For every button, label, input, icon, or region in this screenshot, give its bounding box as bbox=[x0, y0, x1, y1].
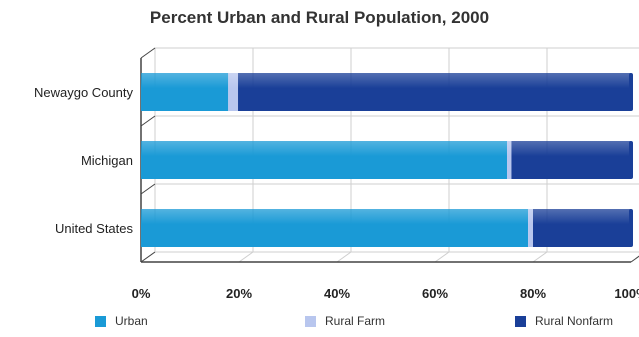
legend-swatch-rural-farm bbox=[305, 315, 316, 327]
category-label-michigan: Michigan bbox=[81, 153, 133, 168]
legend-item-rural-nonfarm: Rural Nonfarm bbox=[515, 314, 613, 328]
legend-item-rural-farm: Rural Farm bbox=[305, 314, 385, 328]
gridline-side bbox=[140, 183, 156, 195]
x-tick-label-2: 40% bbox=[324, 286, 350, 301]
x-tick-label-1: 20% bbox=[226, 286, 252, 301]
bar-urban-michigan bbox=[141, 141, 508, 179]
legend-label-rural-farm: Rural Farm bbox=[325, 314, 386, 328]
bar-rural-nonfarm-united-states bbox=[533, 209, 631, 247]
bar-cap-newaygo-county bbox=[629, 73, 633, 111]
category-labels: Newaygo County Michigan United States bbox=[34, 85, 133, 236]
chart-plot: Newaygo County Michigan United States 0% 20… bbox=[34, 47, 639, 301]
gridline-floor bbox=[336, 251, 352, 263]
legend: Urban Rural Farm Rural Nonfarm bbox=[0, 314, 639, 334]
x-axis-depth bbox=[630, 255, 639, 263]
bar-urban-united-states bbox=[141, 209, 529, 247]
category-label-united-states: United States bbox=[55, 221, 134, 236]
bar-urban-newaygo-county bbox=[141, 73, 229, 111]
bar-rural-nonfarm-michigan bbox=[511, 141, 631, 179]
gridline-side bbox=[140, 47, 156, 59]
bar-rural-farm-united-states bbox=[528, 209, 533, 247]
x-tick-label-4: 80% bbox=[520, 286, 546, 301]
gridline-side bbox=[140, 115, 156, 127]
gridline-side bbox=[140, 251, 156, 263]
bar-layer bbox=[141, 73, 633, 247]
x-tick-label-3: 60% bbox=[422, 286, 448, 301]
x-tick-label-0: 0% bbox=[132, 286, 151, 301]
legend-label-rural-nonfarm: Rural Nonfarm bbox=[535, 314, 614, 328]
x-tick-label-5: 100% bbox=[614, 286, 639, 301]
category-label-newaygo-county: Newaygo County bbox=[34, 85, 133, 100]
legend-label-urban: Urban bbox=[115, 314, 148, 328]
bar-rural-farm-michigan bbox=[507, 141, 512, 179]
gridline-floor bbox=[532, 251, 548, 263]
legend-swatch-rural-nonfarm bbox=[515, 315, 526, 327]
bar-cap-michigan bbox=[629, 141, 633, 179]
chart-title: Percent Urban and Rural Population, 2000 bbox=[149, 8, 490, 27]
gridline-floor bbox=[238, 251, 254, 263]
legend-item-urban: Urban bbox=[95, 314, 148, 328]
bar-rural-nonfarm-newaygo-county bbox=[238, 73, 631, 111]
tick-labels: 0% 20% 40% 60% 80% 100% bbox=[132, 286, 639, 301]
legend-swatch-urban bbox=[95, 315, 106, 327]
bar-rural-farm-newaygo-county bbox=[228, 73, 239, 111]
bar-cap-united-states bbox=[629, 209, 633, 247]
gridline-floor bbox=[434, 251, 450, 263]
